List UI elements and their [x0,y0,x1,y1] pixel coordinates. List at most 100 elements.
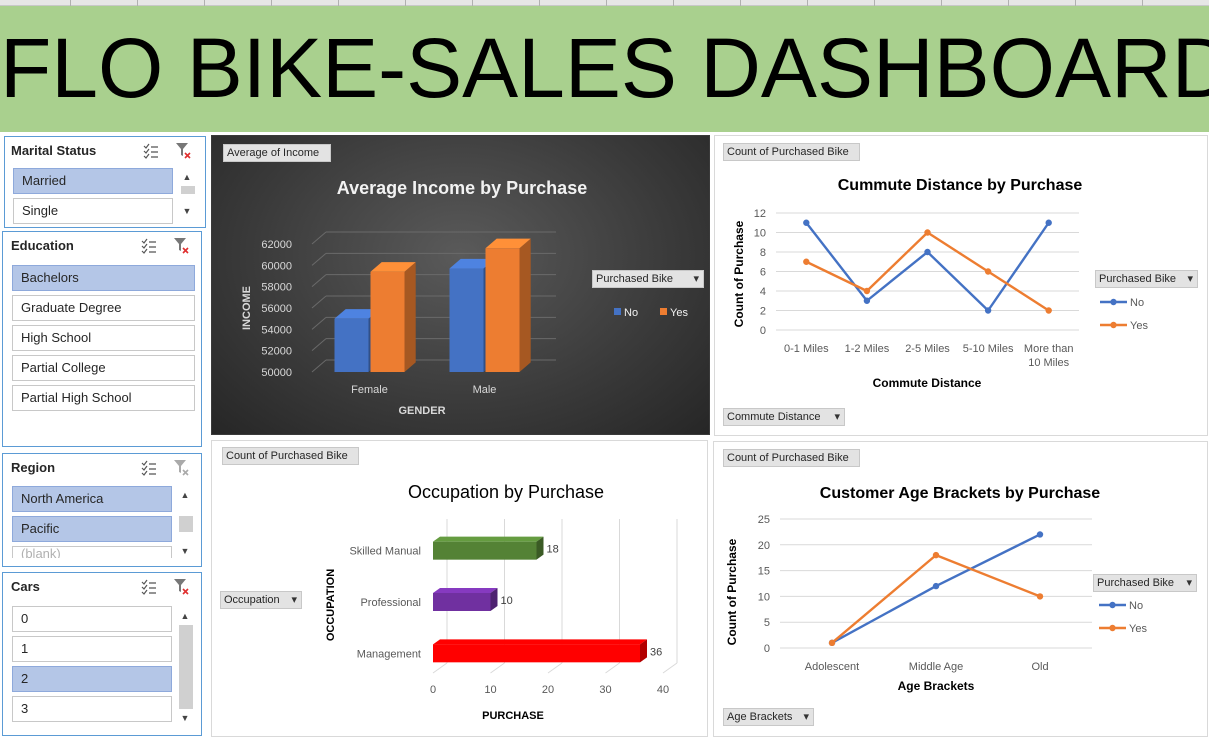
slicer-header: Education [11,238,74,253]
series-line-yes [831,553,1041,644]
legend-swatch-no [614,308,621,315]
clear-filter-icon[interactable] [173,578,189,596]
scroll-up-icon[interactable]: ▲ [180,490,190,500]
count-of-purchased-bike-field-button[interactable]: Count of Purchased Bike [222,447,359,465]
data-point-yes [1045,307,1052,314]
x-tick-label: 10 [484,684,496,696]
x-tick-label: Middle Age [909,661,963,673]
y-tick-label: 6 [760,267,766,279]
slicer-item-partial-college[interactable]: Partial College [12,355,195,381]
scroll-thumb[interactable] [181,186,195,194]
y-axis-label: OCCUPATION [325,569,337,641]
slicer-item-cars-2[interactable]: 2 [12,666,172,692]
bar-no-female [334,309,380,372]
gridline-depth [311,252,327,266]
multi-select-icon[interactable] [141,460,157,476]
marital-status-slicer[interactable]: Marital Status Married Single ▲ ▼ [4,136,206,228]
scroll-up-icon[interactable]: ▲ [182,172,192,182]
slicer-item-cars-1[interactable]: 1 [12,636,172,662]
slicer-item-blank[interactable]: (blank) [12,546,172,558]
y-axis-label: Count of Purchase [732,220,746,327]
y-axis-label: Count of Purchase [725,538,739,645]
average-of-income-field-button[interactable]: Average of Income [223,144,331,162]
multi-select-icon[interactable] [141,238,157,254]
slicer-item-married[interactable]: Married [13,168,173,194]
slicer-item-high-school[interactable]: High School [12,325,195,351]
commute-distance-field-button[interactable]: Commute Distance [723,408,845,426]
y-tick-label: 54000 [261,324,292,336]
y-tick-label: Skilled Manual [349,546,421,558]
y-tick-label: 12 [754,208,766,220]
chart-title: Customer Age Brackets by Purchase [820,485,1101,502]
scroll-thumb[interactable] [179,516,193,532]
y-tick-label: 10 [754,228,766,240]
region-slicer[interactable]: Region North America Pacific (blank) ▲ ▼ [2,453,202,567]
y-tick-label: 4 [760,286,766,298]
y-tick-label: 50000 [261,367,292,379]
slicer-scrollbar[interactable]: ▲ ▼ [177,488,193,558]
data-point-yes [924,229,931,236]
x-tick-label: 30 [599,684,611,696]
slicer-item-cars-0[interactable]: 0 [12,606,172,632]
scroll-down-icon[interactable]: ▼ [180,713,190,723]
slicer-item-cars-3[interactable]: 3 [12,696,172,722]
education-slicer[interactable]: Education Bachelors Graduate Degree High… [2,231,202,447]
age-brackets-field-button[interactable]: Age Brackets [723,708,814,726]
gridline-depth [311,359,327,373]
y-tick-label: 52000 [261,346,292,358]
slicer-item-north-america[interactable]: North America [12,486,172,512]
multi-select-icon[interactable] [143,143,159,159]
purchased-bike-field-button[interactable]: Purchased Bike [1093,574,1197,592]
bar-no-male [449,258,495,372]
clear-filter-icon[interactable] [173,459,189,477]
data-point-yes [828,639,836,647]
scroll-up-icon[interactable]: ▲ [180,611,190,621]
slicer-item-bachelors[interactable]: Bachelors [12,265,195,291]
slicer-item-single[interactable]: Single [13,198,173,224]
x-tick-label: 10 Miles [1028,357,1069,369]
multi-select-icon[interactable] [141,579,157,595]
gridline-depth [432,662,448,674]
data-point-no [924,248,931,256]
legend-marker-yes [1110,321,1117,329]
clear-filter-icon[interactable] [175,142,191,160]
count-of-purchased-bike-field-button[interactable]: Count of Purchased Bike [723,143,860,161]
data-label: 18 [547,544,559,556]
slicer-item-pacific[interactable]: Pacific [12,516,172,542]
slicer-item-partial-high-school[interactable]: Partial High School [12,385,195,411]
scroll-thumb[interactable] [179,625,193,709]
occupation-field-button[interactable]: Occupation [220,591,302,609]
data-point-yes [932,551,940,559]
income-chart-panel: Average of Income Purchased Bike Average… [211,135,710,435]
slicer-scrollbar[interactable]: ▲ ▼ [177,609,193,725]
bar-yes-female [370,262,416,372]
y-tick-label: 25 [758,514,770,526]
x-tick-label: Adolescent [805,661,859,673]
y-axis-label: INCOME [241,286,253,330]
scroll-down-icon[interactable]: ▼ [182,206,192,216]
slicer-header: Cars [11,579,40,594]
bar-professional [433,588,498,611]
x-tick-label: 0 [430,684,436,696]
purchased-bike-field-button[interactable]: Purchased Bike [592,270,704,288]
cars-slicer[interactable]: Cars 0 1 2 3 ▲ ▼ [2,572,202,736]
clear-filter-icon[interactable] [173,237,189,255]
count-of-purchased-bike-field-button[interactable]: Count of Purchased Bike [723,449,860,467]
purchased-bike-field-button[interactable]: Purchased Bike [1095,270,1198,288]
slicer-header: Region [11,460,56,475]
x-tick-label: More than [1024,343,1074,355]
data-point-no [932,582,940,590]
data-point-no [828,639,836,647]
legend-label-yes: Yes [1130,320,1148,332]
chart-title: Occupation by Purchase [408,482,604,502]
slicer-item-graduate-degree[interactable]: Graduate Degree [12,295,195,321]
chart-title: Cummute Distance by Purchase [838,177,1083,194]
scroll-down-icon[interactable]: ▼ [180,546,190,556]
y-tick-label: 5 [764,617,770,629]
slicer-header: Marital Status [11,143,97,158]
slicer-scrollbar[interactable]: ▲ ▼ [179,170,195,222]
y-tick-label: 20 [758,540,770,552]
title-banner: FLO BIKE-SALES DASHBOARD [0,6,1209,132]
data-point-no [803,219,810,226]
